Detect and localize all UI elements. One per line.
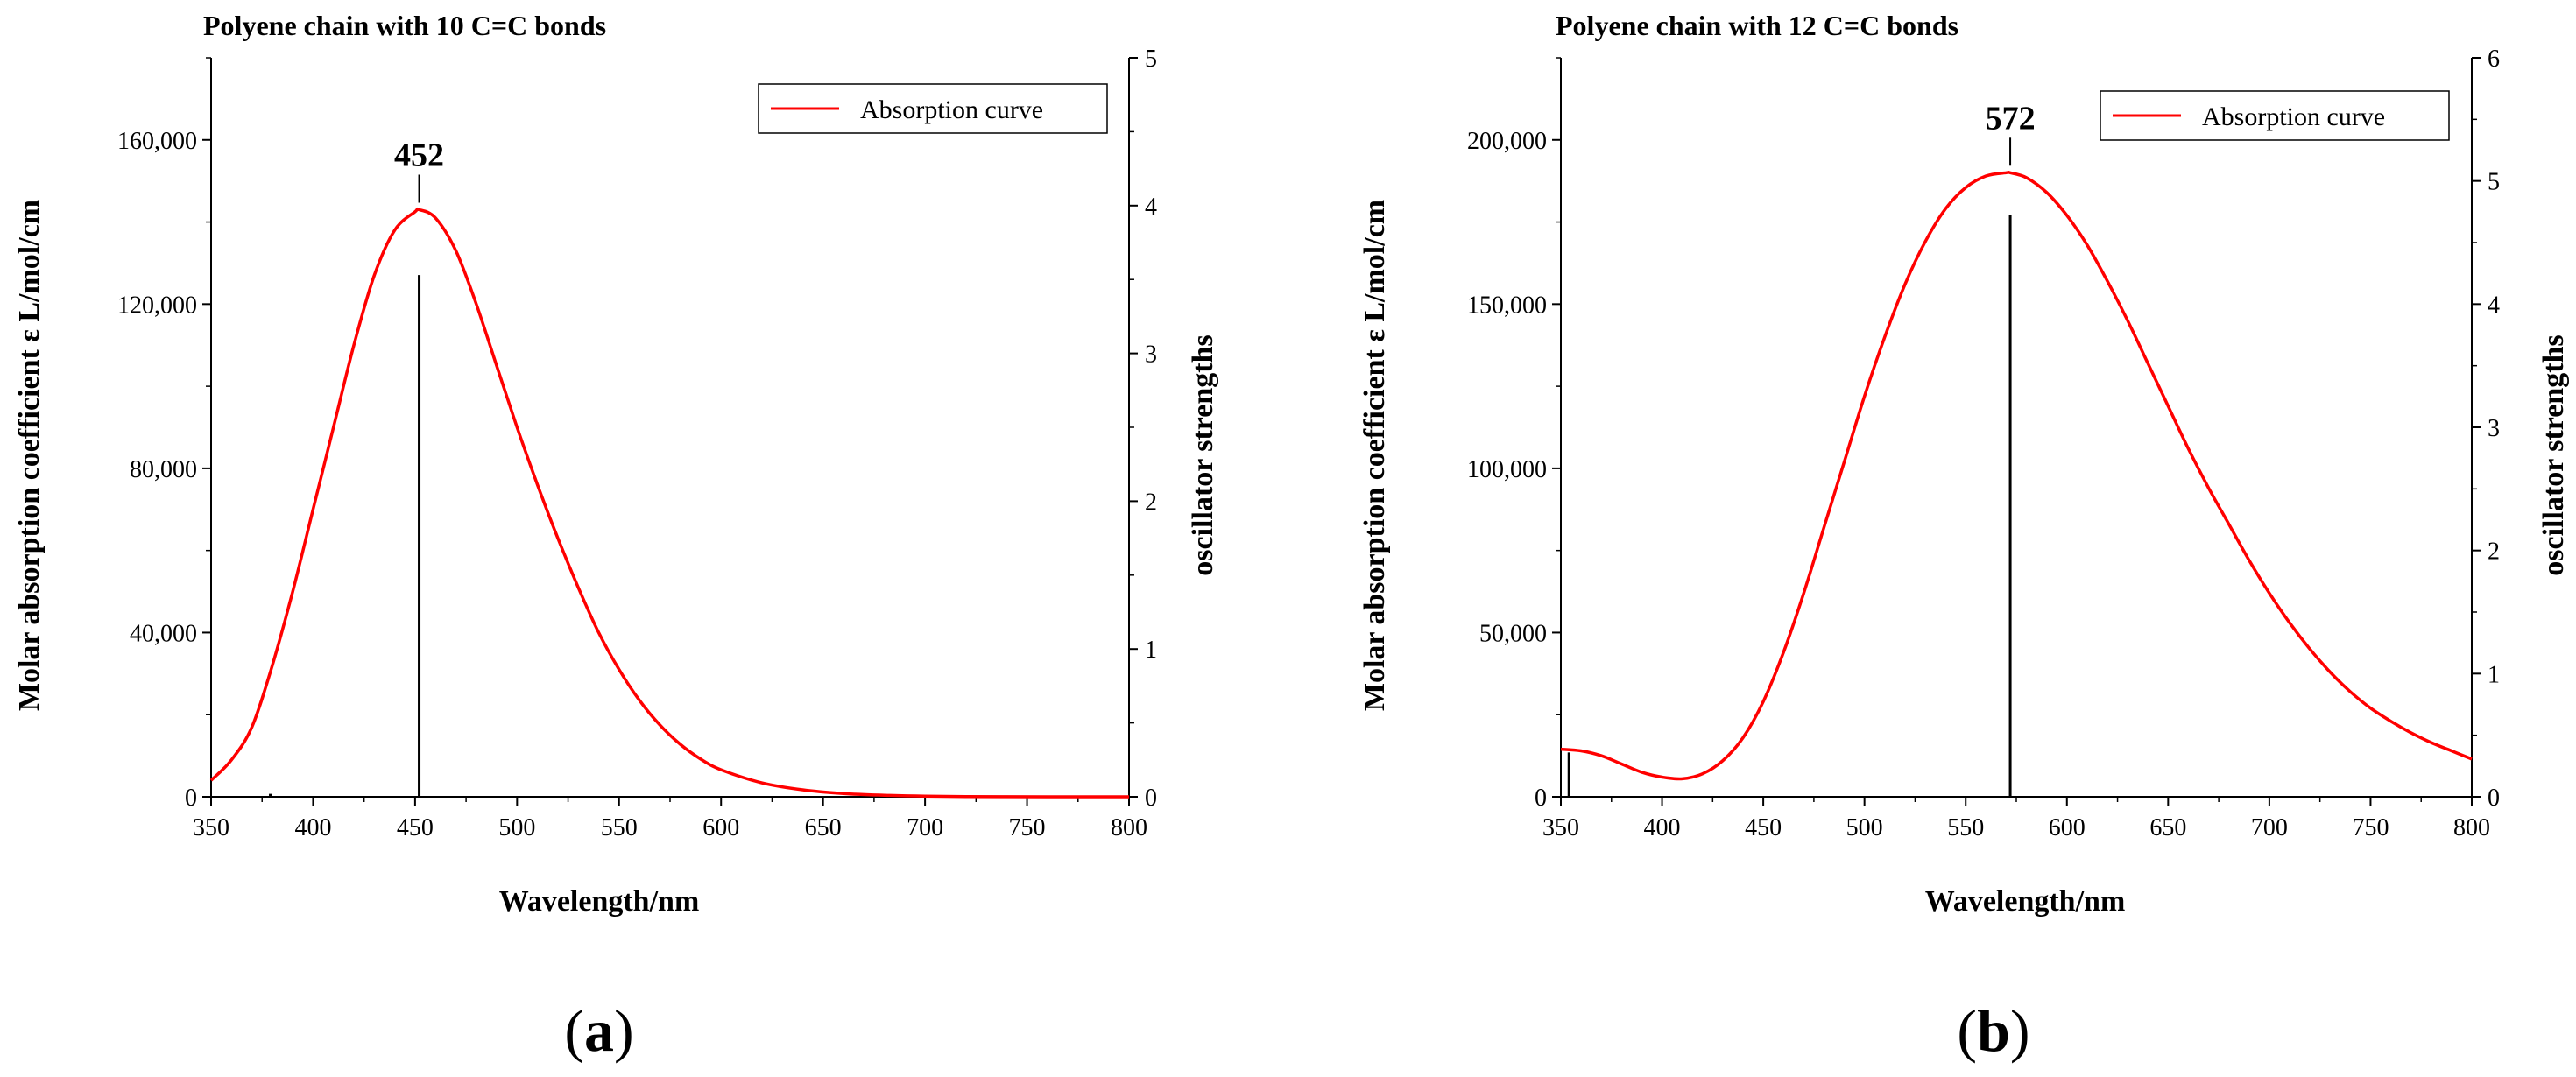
y-tick-label: 0 <box>1535 785 1547 812</box>
legend-label: Absorption curve <box>2202 102 2385 131</box>
legend: Absorption curve <box>758 83 1108 134</box>
panel-label: (b) <box>1957 997 2029 1064</box>
y2-tick-label: 1 <box>1145 637 1157 664</box>
y-tick-label: 120,000 <box>117 292 197 319</box>
peak-label: 572 <box>1986 100 2036 137</box>
x-tick-label: 450 <box>1745 814 1782 841</box>
y2-tick-label: 3 <box>1145 341 1157 369</box>
y2-tick-label: 5 <box>2488 169 2500 196</box>
x-tick-label: 400 <box>1644 814 1681 841</box>
x-tick-label: 500 <box>1846 814 1883 841</box>
y2-tick-label: 0 <box>1145 785 1157 812</box>
x-tick-label: 650 <box>805 814 842 841</box>
x-tick-label: 500 <box>498 814 535 841</box>
panel-letter: b <box>1977 997 2010 1064</box>
legend-label: Absorption curve <box>860 95 1043 124</box>
x-axis-label: Wavelength/nm <box>1925 885 2126 918</box>
x-tick-label: 450 <box>397 814 434 841</box>
y2-tick-label: 3 <box>2488 415 2500 442</box>
peak-label: 452 <box>394 137 444 173</box>
y2-tick-label: 0 <box>2488 785 2500 812</box>
chart-panel-a: Polyene chain with 10 C=C bonds Molar ab… <box>13 10 1219 1064</box>
y-tick-label: 0 <box>185 785 197 812</box>
y2-tick-label: 5 <box>1145 46 1157 73</box>
x-tick-label: 600 <box>2049 814 2086 841</box>
panel-letter: a <box>584 997 614 1064</box>
y-tick-label: 50,000 <box>1479 620 1547 647</box>
y2-tick-label: 6 <box>2488 46 2500 73</box>
x-tick-label: 800 <box>1111 814 1147 841</box>
y-tick-label: 80,000 <box>130 456 197 483</box>
y2-tick-label: 2 <box>2488 538 2500 566</box>
panel-label-close: ) <box>614 997 634 1064</box>
absorption-curve <box>1560 170 2473 781</box>
y-tick-label: 200,000 <box>1467 128 1547 155</box>
x-tick-label: 550 <box>601 814 638 841</box>
y-axis-label: Molar absorption coefficient ε L/mol/cm <box>13 200 46 711</box>
y2-tick-label: 2 <box>1145 489 1157 516</box>
x-tick-label: 700 <box>2251 814 2288 841</box>
y-tick-label: 40,000 <box>130 620 197 647</box>
y2-axis-label: oscillator strengths <box>2537 334 2570 575</box>
chart-panel-b: Polyene chain with 12 C=C bonds Molar ab… <box>1359 10 2570 1064</box>
x-tick-label: 550 <box>1947 814 1984 841</box>
y2-tick-label: 4 <box>2488 292 2500 319</box>
x-tick-label: 750 <box>1009 814 1046 841</box>
chart-title: Polyene chain with 10 C=C bonds <box>203 10 606 41</box>
panel-label-close: ) <box>2010 997 2030 1064</box>
panel-label-open: ( <box>564 997 584 1064</box>
legend: Absorption curve <box>2100 90 2450 141</box>
y-tick-label: 150,000 <box>1467 292 1547 319</box>
panel-label: (a) <box>564 997 633 1064</box>
y-axis-label: Molar absorption coefficient ε L/mol/cm <box>1359 200 1391 711</box>
x-tick-label: 750 <box>2352 814 2389 841</box>
y2-tick-label: 4 <box>1145 194 1157 221</box>
x-tick-label: 400 <box>294 814 331 841</box>
absorption-curve <box>209 207 1129 799</box>
x-tick-label: 350 <box>193 814 229 841</box>
y-tick-label: 160,000 <box>117 128 197 155</box>
y-tick-label: 100,000 <box>1467 456 1547 483</box>
chart-title: Polyene chain with 12 C=C bonds <box>1556 10 1958 41</box>
y2-tick-label: 1 <box>2488 661 2500 688</box>
panel-label-open: ( <box>1957 997 1977 1064</box>
x-axis-label: Wavelength/nm <box>499 885 700 918</box>
x-tick-label: 800 <box>2453 814 2490 841</box>
x-tick-label: 700 <box>907 814 943 841</box>
x-tick-label: 350 <box>1542 814 1579 841</box>
y2-axis-label: oscillator strengths <box>1187 334 1219 575</box>
x-tick-label: 600 <box>702 814 739 841</box>
x-tick-label: 650 <box>2149 814 2186 841</box>
